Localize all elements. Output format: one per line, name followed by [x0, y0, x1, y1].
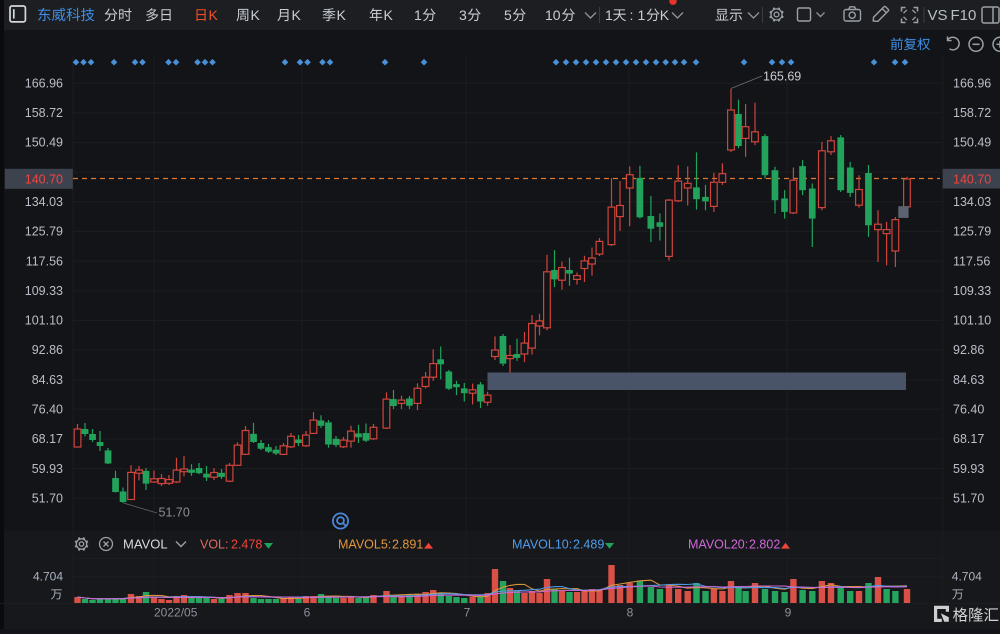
svg-text:K: K — [660, 7, 670, 23]
svg-text:1: 1 — [605, 7, 613, 23]
svg-text:MAVOL20:: MAVOL20: — [688, 538, 748, 552]
svg-text:76.40: 76.40 — [953, 403, 984, 417]
svg-text:2.478: 2.478 — [231, 538, 262, 552]
svg-text:K: K — [384, 7, 394, 23]
svg-text:165.69: 165.69 — [763, 70, 801, 84]
svg-text:92.86: 92.86 — [32, 343, 63, 357]
svg-text:1: 1 — [414, 7, 422, 23]
svg-text:125.79: 125.79 — [25, 225, 63, 239]
svg-text:76.40: 76.40 — [32, 403, 63, 417]
svg-text:51.70: 51.70 — [159, 506, 190, 520]
svg-text:2.489: 2.489 — [573, 538, 604, 552]
svg-text:MAVOL10:: MAVOL10: — [512, 538, 572, 552]
svg-text:MAVOL: MAVOL — [123, 537, 168, 552]
svg-text:5: 5 — [504, 7, 512, 23]
svg-text:68.17: 68.17 — [953, 432, 984, 446]
svg-text:K: K — [292, 7, 302, 23]
svg-text:K: K — [209, 7, 219, 23]
svg-text:7: 7 — [464, 606, 471, 620]
svg-text:125.79: 125.79 — [953, 225, 991, 239]
svg-text:4.704: 4.704 — [33, 570, 63, 584]
svg-text::: : — [630, 7, 634, 23]
svg-text:84.63: 84.63 — [953, 373, 984, 387]
svg-text:150.49: 150.49 — [953, 136, 991, 150]
svg-text:166.96: 166.96 — [953, 76, 991, 90]
svg-text:1: 1 — [638, 7, 646, 23]
svg-text:K: K — [337, 7, 347, 23]
svg-text:2.802: 2.802 — [749, 538, 780, 552]
svg-text:134.03: 134.03 — [25, 195, 63, 209]
svg-text:VOL:: VOL: — [200, 538, 229, 552]
svg-text:84.63: 84.63 — [32, 373, 63, 387]
svg-text:8: 8 — [627, 606, 634, 620]
svg-text:158.72: 158.72 — [25, 106, 63, 120]
svg-text:101.10: 101.10 — [25, 314, 63, 328]
svg-text:101.10: 101.10 — [953, 314, 991, 328]
svg-text:MAVOL5:: MAVOL5: — [338, 538, 391, 552]
svg-text:117.56: 117.56 — [26, 254, 63, 268]
svg-text:158.72: 158.72 — [953, 106, 991, 120]
svg-text:F10: F10 — [951, 7, 977, 24]
svg-text:92.86: 92.86 — [953, 343, 984, 357]
svg-text:2.891: 2.891 — [392, 538, 423, 552]
svg-text:51.70: 51.70 — [953, 492, 984, 506]
svg-text:10: 10 — [545, 7, 561, 23]
svg-text:150.49: 150.49 — [25, 136, 63, 150]
svg-text:2022/05: 2022/05 — [154, 606, 198, 620]
svg-text:140.70: 140.70 — [25, 172, 63, 186]
svg-text:134.03: 134.03 — [953, 195, 991, 209]
svg-text:3: 3 — [459, 7, 467, 23]
svg-text:4.704: 4.704 — [952, 570, 982, 584]
svg-text:VS: VS — [928, 7, 948, 24]
svg-text:6: 6 — [304, 606, 311, 620]
svg-text:K: K — [251, 7, 261, 23]
svg-text:59.93: 59.93 — [953, 462, 984, 476]
svg-text:68.17: 68.17 — [32, 432, 63, 446]
svg-text:117.56: 117.56 — [953, 254, 990, 268]
svg-text:140.70: 140.70 — [953, 172, 991, 186]
svg-text:109.33: 109.33 — [953, 284, 991, 298]
svg-text:109.33: 109.33 — [25, 284, 63, 298]
svg-text:51.70: 51.70 — [32, 492, 63, 506]
svg-text:9: 9 — [785, 606, 792, 620]
svg-text:59.93: 59.93 — [32, 462, 63, 476]
svg-text:166.96: 166.96 — [25, 76, 63, 90]
